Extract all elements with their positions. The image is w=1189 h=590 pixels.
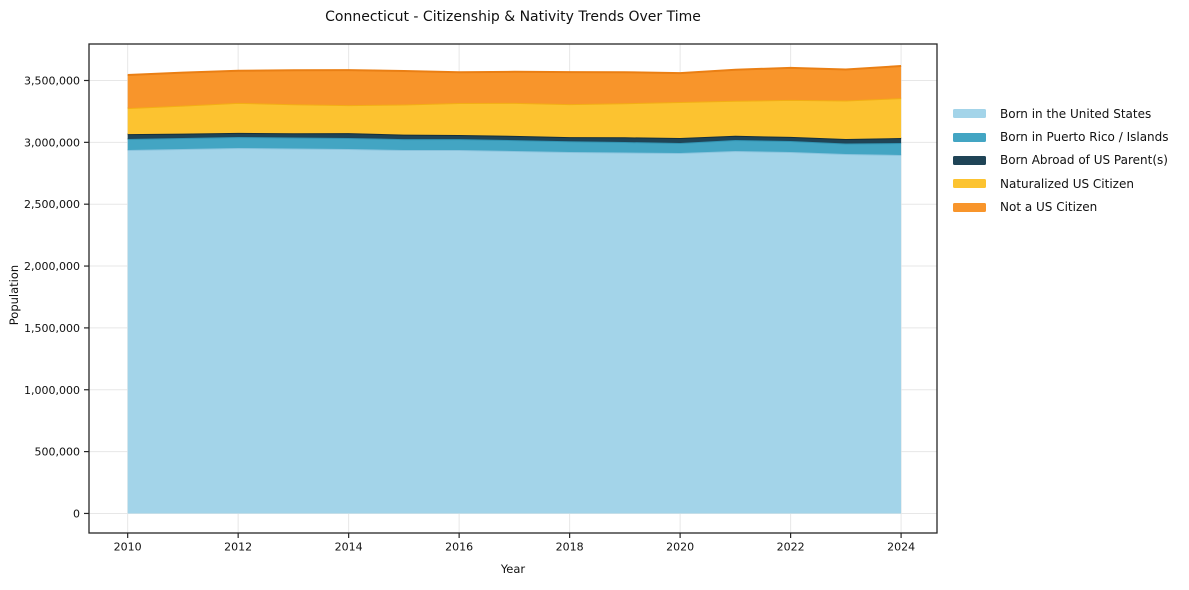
x-tick-label-2014: 2014 <box>335 541 363 554</box>
y-tick-label-2500000: 2,500,000 <box>24 198 80 211</box>
x-tick-label-2012: 2012 <box>224 541 252 554</box>
y-tick-label-2000000: 2,000,000 <box>24 260 80 273</box>
legend-label-born-in-the-united-states: Born in the United States <box>1000 106 1152 121</box>
y-tick-label-1000000: 1,000,000 <box>24 384 80 397</box>
edge-not-a-us-citizen <box>127 65 902 76</box>
y-tick-label-500000: 500,000 <box>35 446 81 459</box>
y-tick-label-1500000: 1,500,000 <box>24 322 80 335</box>
legend-swatch-born-in-the-united-states <box>953 109 986 119</box>
legend-label-born-in-puerto-rico-islands: Born in Puerto Rico / Islands <box>1000 130 1169 145</box>
legend-label-not-a-us-citizen: Not a US Citizen <box>1000 200 1098 215</box>
x-tick-label-2022: 2022 <box>777 541 805 554</box>
y-tick-label-3500000: 3,500,000 <box>24 74 80 87</box>
legend-swatch-born-in-puerto-rico-islands <box>953 132 986 142</box>
legend-swatch-naturalized-us-citizen <box>953 179 986 189</box>
x-tick-label-2024: 2024 <box>887 541 915 554</box>
y-tick-label-0: 0 <box>73 507 80 520</box>
legend-swatch-born-abroad-of-us-parent-s <box>953 155 986 165</box>
legend-item-born-in-the-united-states: Born in the United States <box>953 102 1169 125</box>
legend-swatch-not-a-us-citizen <box>953 202 986 212</box>
area-not-a-us-citizen <box>127 66 902 109</box>
area-born-abroad-of-us-parent-s <box>127 132 902 144</box>
area-naturalized-us-citizen <box>127 98 902 139</box>
legend: Born in the United States Born in Puerto … <box>953 102 1169 219</box>
legend-label-born-abroad-of-us-parent-s: Born Abroad of US Parent(s) <box>1000 153 1168 168</box>
x-tick-label-2018: 2018 <box>556 541 584 554</box>
legend-label-naturalized-us-citizen: Naturalized US Citizen <box>1000 176 1134 191</box>
legend-item-not-a-us-citizen: Not a US Citizen <box>953 196 1169 219</box>
x-axis-label: Year <box>500 562 526 576</box>
area-born-in-the-united-states <box>127 148 902 514</box>
x-tick-label-2020: 2020 <box>666 541 694 554</box>
y-tick-label-3000000: 3,000,000 <box>24 136 80 149</box>
legend-item-born-in-puerto-rico-islands: Born in Puerto Rico / Islands <box>953 125 1169 148</box>
axes-frame <box>88 43 938 534</box>
x-tick-label-2016: 2016 <box>445 541 473 554</box>
x-tick-label-2010: 2010 <box>114 541 142 554</box>
y-axis-label: Population <box>7 264 21 326</box>
legend-item-naturalized-us-citizen: Naturalized US Citizen <box>953 172 1169 195</box>
chart-title: Connecticut - Citizenship & Nativity Tre… <box>325 9 701 25</box>
legend-item-born-abroad-of-us-parent-s: Born Abroad of US Parent(s) <box>953 149 1169 172</box>
